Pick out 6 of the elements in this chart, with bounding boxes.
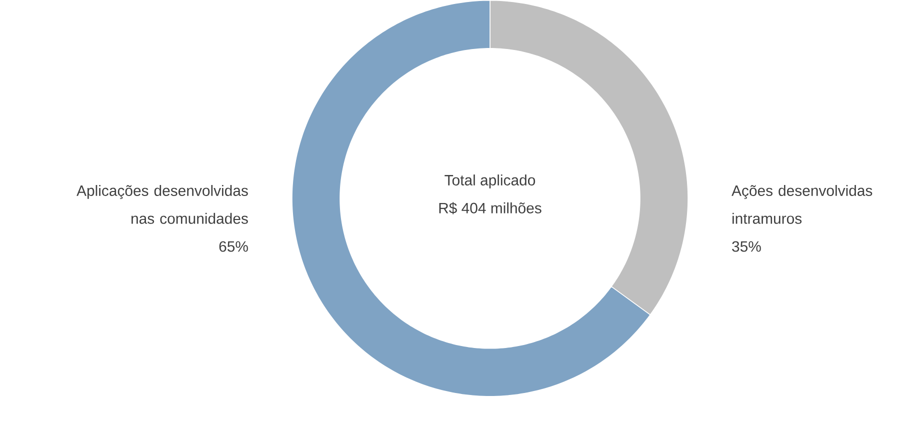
text: Total aplicado bbox=[444, 174, 536, 188]
data-label: 35% bbox=[732, 241, 761, 252]
slice-label: Ações desenvolvidas intramuros bbox=[732, 184, 872, 224]
data-label: 65% bbox=[219, 241, 248, 252]
slice-label: Aplicações desenvolvidas nas comunidades bbox=[76, 184, 248, 224]
text: R$ 404 milhões bbox=[439, 202, 542, 214]
